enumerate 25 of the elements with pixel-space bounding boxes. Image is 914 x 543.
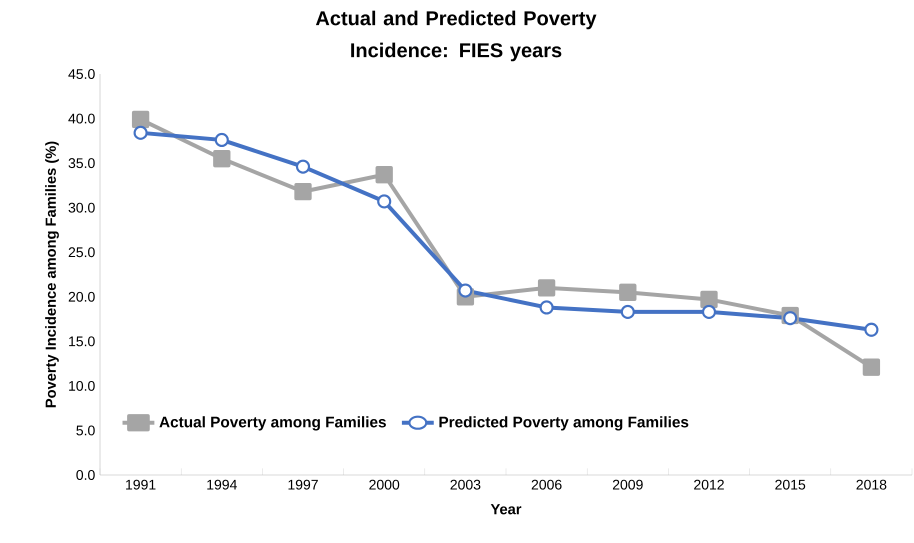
x-tick-label: 2000 <box>369 480 400 490</box>
y-tick-label: 45.0 <box>68 69 95 79</box>
y-tick-label: 20.0 <box>68 292 95 302</box>
x-tick-label: 2003 <box>450 480 480 490</box>
x-tick-label: 2018 <box>856 480 886 490</box>
y-tick-label: 15.0 <box>69 336 95 346</box>
legend-label: Actual Poverty among Families <box>159 416 386 431</box>
x-axis-title: Year <box>490 504 522 514</box>
y-tick-label: 40.0 <box>68 114 95 124</box>
x-tick-label: 2006 <box>532 480 562 490</box>
y-tick-label: 5.0 <box>76 426 95 436</box>
x-tick-label: 2015 <box>775 480 806 490</box>
y-axis-title: Poverty Incidence among Families (%) <box>45 142 59 408</box>
y-tick-label: 25.0 <box>68 247 95 258</box>
x-tick-label: 2009 <box>612 480 643 490</box>
chart-title: Actual and Predicted Poverty Incidence: FIES years <box>316 10 596 62</box>
y-tick-label: 10.0 <box>69 380 95 391</box>
y-tick-label: 35.0 <box>68 158 95 168</box>
x-tick-label: 2012 <box>694 480 724 490</box>
y-tick-label: 0.0 <box>76 470 95 480</box>
x-tick-label: 1997 <box>288 480 318 490</box>
y-tick-label: 30.0 <box>68 202 95 213</box>
x-tick-label: 1991 <box>126 480 156 490</box>
x-tick-label: 1994 <box>207 480 237 490</box>
legend-label: Predicted Poverty among Families <box>439 416 688 431</box>
